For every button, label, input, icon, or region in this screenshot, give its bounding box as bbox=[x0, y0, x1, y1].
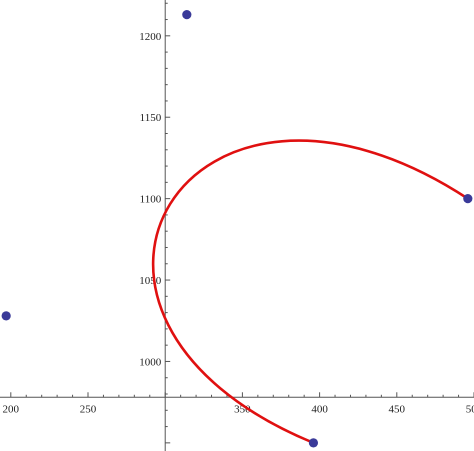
control-point-3 bbox=[463, 194, 473, 204]
x-tick-label-350: 350 bbox=[234, 403, 251, 415]
y-tick-label-1200: 1200 bbox=[139, 31, 162, 43]
y-tick-label-1150: 1150 bbox=[140, 112, 162, 124]
curves bbox=[151, 139, 470, 445]
control-point-2 bbox=[182, 10, 192, 20]
bezier-curve bbox=[151, 139, 470, 445]
x-tick-label-450: 450 bbox=[389, 403, 406, 415]
control-point-4 bbox=[308, 438, 319, 448]
y-tick-label-1050: 1050 bbox=[139, 275, 162, 287]
y-tick-label-1000: 1000 bbox=[139, 356, 162, 368]
x-tick-label-250: 250 bbox=[80, 403, 97, 415]
x-tick-label-400: 400 bbox=[311, 403, 328, 415]
x-tick-label-200: 200 bbox=[3, 403, 20, 415]
x-tick-label-500: 500 bbox=[466, 403, 474, 415]
control-point-1 bbox=[1, 311, 11, 321]
y-tick-label-1100: 1100 bbox=[140, 194, 162, 206]
data-points bbox=[1, 10, 473, 448]
